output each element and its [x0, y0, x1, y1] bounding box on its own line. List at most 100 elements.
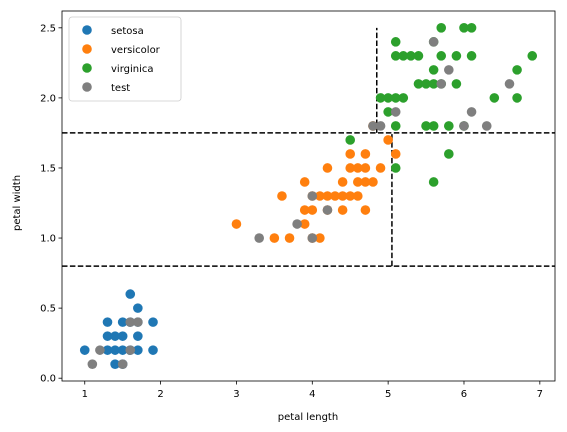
data-point-test	[481, 121, 492, 131]
legend: setosa versicolor virginica test	[68, 16, 182, 102]
data-point-virginica	[421, 121, 431, 131]
data-point-setosa	[117, 345, 128, 355]
data-point-versicolor	[322, 191, 333, 201]
series-virginica	[345, 23, 538, 187]
data-point-setosa	[102, 331, 113, 341]
data-point-setosa	[148, 345, 158, 355]
data-point-setosa	[102, 317, 113, 327]
data-point-setosa	[117, 317, 128, 327]
data-point-versicolor	[390, 149, 401, 159]
data-point-virginica	[375, 93, 386, 103]
y-tick-label: 2.5	[40, 23, 56, 34]
x-tick-label: 6	[461, 389, 467, 400]
data-point-virginica	[413, 79, 424, 89]
data-point-virginica	[451, 79, 462, 89]
data-point-versicolor	[277, 191, 287, 201]
axis-ticks: 1 2 3 4 5 6 7 0.0 0.5 1.0 1.5 2.0 2.5	[40, 23, 543, 400]
data-point-virginica	[390, 93, 401, 103]
legend-label-test: test	[111, 83, 130, 94]
data-point-setosa	[133, 303, 143, 313]
data-point-test	[307, 233, 318, 243]
data-point-versicolor	[345, 191, 356, 201]
data-point-virginica	[436, 51, 447, 61]
data-point-virginica	[390, 121, 401, 131]
x-tick-label: 3	[233, 389, 239, 400]
data-point-versicolor	[360, 205, 371, 215]
data-point-setosa	[133, 331, 143, 341]
data-point-test	[368, 121, 378, 131]
legend-marker-versicolor	[82, 44, 92, 54]
y-axis-label: petal width	[12, 175, 23, 231]
data-point-setosa	[110, 359, 120, 369]
legend-marker-setosa	[82, 25, 92, 35]
data-point-virginica	[398, 93, 409, 103]
y-tick-label: 0.5	[40, 304, 56, 315]
data-point-virginica	[489, 93, 500, 103]
y-tick-label: 1.0	[40, 234, 56, 245]
data-point-versicolor	[360, 149, 371, 159]
data-point-versicolor	[284, 233, 295, 243]
data-point-setosa	[102, 345, 113, 355]
data-point-test	[117, 359, 128, 369]
data-point-virginica	[428, 121, 439, 131]
data-point-test	[125, 345, 136, 355]
data-point-test	[436, 79, 447, 89]
data-point-versicolor	[299, 177, 310, 187]
legend-label-versicolor: versicolor	[111, 45, 161, 56]
data-point-virginica	[466, 23, 477, 33]
y-tick-label: 1.5	[40, 163, 56, 174]
data-point-versicolor	[315, 191, 325, 201]
data-point-virginica	[527, 51, 538, 61]
data-point-setosa	[148, 317, 158, 327]
data-point-test	[428, 37, 439, 47]
data-point-virginica	[390, 51, 401, 61]
data-point-test	[87, 359, 98, 369]
data-point-versicolor	[368, 177, 378, 187]
data-point-versicolor	[307, 205, 318, 215]
x-tick-label: 1	[82, 389, 88, 400]
data-point-versicolor	[345, 163, 356, 173]
data-point-test	[444, 65, 454, 75]
data-point-versicolor	[322, 163, 333, 173]
data-point-setosa	[133, 345, 143, 355]
data-point-virginica	[459, 23, 469, 33]
data-point-test	[292, 219, 302, 229]
x-tick-label: 2	[157, 389, 163, 400]
data-point-versicolor	[337, 205, 348, 215]
data-point-versicolor	[269, 233, 280, 243]
plot-frame	[61, 10, 556, 382]
data-point-test	[254, 233, 264, 243]
data-point-test	[459, 121, 469, 131]
data-point-test	[375, 121, 386, 131]
data-point-test	[504, 79, 515, 89]
data-point-test	[307, 191, 318, 201]
data-point-versicolor	[353, 191, 363, 201]
data-point-versicolor	[345, 149, 356, 159]
data-point-virginica	[436, 23, 447, 33]
x-tick-label: 4	[309, 389, 315, 400]
data-point-virginica	[512, 93, 522, 103]
series-versicolor	[231, 121, 401, 243]
y-tick-label: 0.0	[40, 374, 56, 385]
data-point-versicolor	[375, 163, 386, 173]
data-point-virginica	[406, 51, 416, 61]
data-point-setosa	[110, 331, 120, 341]
data-point-virginica	[421, 79, 431, 89]
data-point-test	[95, 345, 105, 355]
data-point-virginica	[398, 51, 409, 61]
data-point-setosa	[125, 289, 136, 299]
data-point-virginica	[466, 51, 477, 61]
legend-label-virginica: virginica	[111, 64, 154, 75]
data-point-versicolor	[299, 219, 310, 229]
data-point-test	[322, 205, 333, 215]
data-point-versicolor	[299, 205, 310, 215]
y-tick-label: 2.0	[40, 93, 56, 104]
legend-marker-test	[82, 82, 92, 92]
data-point-virginica	[512, 65, 522, 75]
x-axis-label: petal length	[278, 412, 338, 423]
data-point-test	[466, 107, 477, 117]
data-point-versicolor	[330, 191, 340, 201]
series-setosa	[79, 289, 158, 369]
data-point-versicolor	[337, 191, 348, 201]
